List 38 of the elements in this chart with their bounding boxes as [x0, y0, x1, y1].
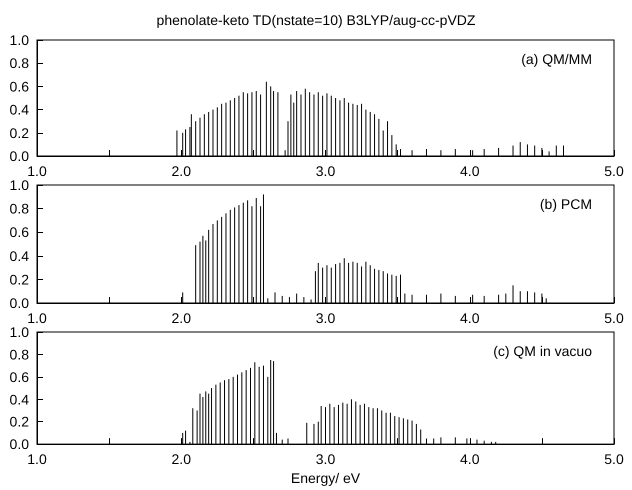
y-tick-label: 0.4 [10, 102, 30, 118]
y-tick-label: 0.0 [10, 436, 30, 452]
x-tick-label: 4.0 [460, 310, 480, 326]
y-tick-label: 1.0 [10, 324, 30, 340]
y-tick-label: 0.2 [10, 124, 30, 141]
y-tick-label: 0.6 [10, 224, 30, 240]
x-tick-label: 5.0 [604, 451, 624, 468]
y-tick-label: 0.8 [10, 200, 30, 217]
chart-title: phenolate-keto TD(nstate=10) B3LYP/aug-cc-pVDZ [156, 12, 476, 28]
y-tick-label: 0.4 [10, 391, 30, 408]
x-tick-label: 1.0 [27, 310, 47, 326]
y-tick-label: 0.2 [10, 414, 30, 430]
y-tick-label: 0.4 [10, 248, 30, 264]
x-tick-label: 5.0 [604, 163, 624, 179]
x-tick-label: 2.0 [172, 163, 192, 179]
x-tick-label: 3.0 [316, 451, 336, 468]
y-tick-label: 0.8 [10, 55, 30, 72]
x-tick-label: 2.0 [172, 451, 192, 468]
y-tick-label: 0.0 [10, 295, 30, 311]
y-tick-label: 0.6 [10, 78, 30, 94]
y-tick-label: 0.8 [10, 346, 30, 362]
annotation: (b) PCM [540, 196, 592, 212]
x-tick-label: 1.0 [27, 163, 47, 179]
annotation: (a) QM/MM [521, 51, 592, 67]
x-axis-title: Energy/ eV [290, 470, 361, 486]
y-tick-label: 1.0 [10, 177, 30, 193]
annotation: (c) QM in vacuo [493, 343, 592, 359]
y-tick-label: 0.0 [10, 148, 30, 164]
x-tick-label: 2.0 [172, 310, 192, 326]
x-tick-label: 4.0 [460, 163, 480, 179]
y-tick-label: 0.2 [10, 271, 30, 288]
x-tick-label: 1.0 [27, 451, 47, 468]
y-tick-label: 0.6 [10, 368, 30, 385]
x-tick-label: 4.0 [460, 451, 480, 468]
x-tick-label: 3.0 [316, 310, 336, 326]
x-tick-label: 5.0 [604, 310, 624, 326]
y-tick-label: 1.0 [10, 32, 30, 48]
x-tick-label: 3.0 [316, 163, 336, 179]
